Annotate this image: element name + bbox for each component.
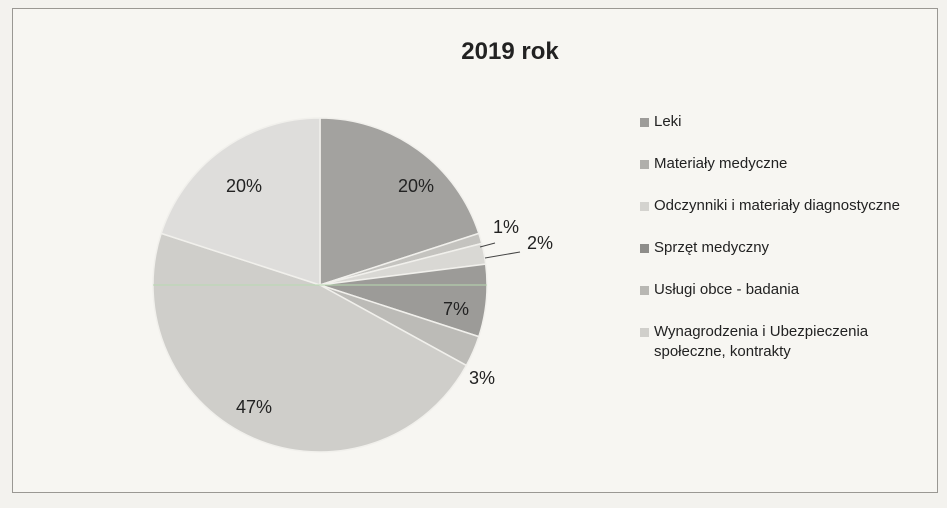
slice-label: 7%: [443, 299, 469, 319]
legend-item-sprzet-medyczny: Sprzęt medyczny: [640, 238, 940, 258]
legend-item-uslugi-obce: Usługi obce - badania: [640, 280, 940, 300]
legend-label: Odczynniki i materiały diagnostyczne: [654, 197, 900, 214]
slice-label: 1%: [493, 217, 519, 237]
legend-item-leki: Leki: [640, 112, 940, 132]
leader-line: [484, 251, 521, 259]
legend-label: Leki: [654, 113, 682, 130]
slice-label: 3%: [469, 368, 495, 388]
legend-label: Wynagrodzenia i Ubezpieczenia społeczne,…: [654, 323, 869, 360]
legend-item-materialy-medyczne: Materiały medyczne: [640, 154, 940, 174]
legend-swatch: [640, 118, 649, 127]
legend-item-odczynniki: Odczynniki i materiały diagnostyczne: [640, 196, 940, 216]
leader-line: [479, 242, 496, 248]
legend-item-wynagrodzenia: Wynagrodzenia i Ubezpieczenia społeczne,…: [640, 322, 940, 362]
legend: Leki Materiały medyczne Odczynniki i mat…: [640, 112, 940, 384]
slice-label: 20%: [226, 176, 262, 196]
slice-label: 2%: [527, 233, 553, 253]
pie-slice: [319, 117, 480, 287]
legend-swatch: [640, 160, 649, 169]
legend-swatch: [640, 328, 649, 337]
legend-label: Materiały medyczne: [654, 155, 788, 172]
chart-title: 2019 rok: [461, 38, 559, 65]
legend-label: Sprzęt medyczny: [654, 239, 770, 256]
slice-label: 20%: [398, 176, 434, 196]
legend-swatch: [640, 202, 649, 211]
legend-swatch: [640, 286, 649, 295]
legend-label: Usługi obce - badania: [654, 281, 800, 298]
pie-slice: [160, 117, 321, 287]
pie-slice: [152, 232, 468, 453]
legend-swatch: [640, 244, 649, 253]
slice-label: 47%: [236, 397, 272, 417]
